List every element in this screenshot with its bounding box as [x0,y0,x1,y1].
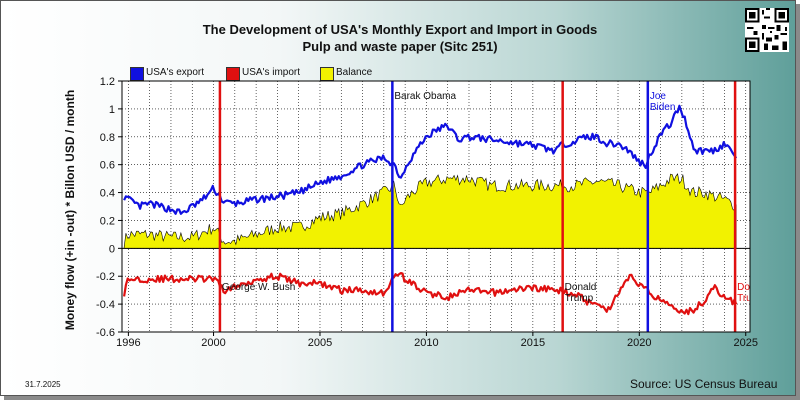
x-tick-label: 2020 [627,337,651,349]
y-tick-label: -0.4 [96,299,115,311]
legend-label-balance: Balance [336,67,373,78]
source-note: Source: US Census Bureau [630,377,778,391]
series-export-line [123,104,738,215]
x-tick-label: 2010 [414,337,438,349]
y-tick-label: -0.2 [96,271,115,283]
date-stamp: 31.7.2025 [25,380,61,389]
x-tick-label: 2025 [734,337,758,349]
series-balance-area [123,173,737,249]
chart-title: The Development of USA's Monthly Export … [202,22,598,37]
event-label-line: Donald [737,282,769,293]
event-label: Donald Trump [737,282,769,304]
x-tick-label: 2005 [308,337,332,349]
event-label: Joe Biden [650,91,676,113]
event-label-line: Trump [565,293,594,304]
y-tick-label: 1 [109,104,115,116]
y-tick-label: -0.6 [96,327,115,339]
y-tick-label: 1.2 [100,76,115,88]
series-import-line [123,272,738,316]
y-tick-label: 0.6 [100,160,115,172]
x-tick-label: 2000 [201,337,225,349]
event-label: George W. Bush [222,282,295,293]
event-label: Donald Trump [565,282,597,304]
qr-code-icon[interactable] [745,8,789,52]
y-tick-label: 0.2 [100,215,115,227]
event-label-line: Barak Obama [394,91,456,102]
x-tick-label: 1996 [116,337,140,349]
plot-border [121,80,751,333]
y-tick-label: 0.8 [100,132,115,144]
event-label: Barak Obama [394,91,456,102]
event-label-line: Joe [650,91,667,102]
event-label-line: Trump [737,293,766,304]
y-tick-label: 0.4 [100,188,115,200]
legend-label-import: USA's import [242,67,301,78]
chart-subtitle: Pulp and waste paper (Sitc 251) [302,39,498,54]
y-tick-label: 0 [109,243,115,255]
event-label-line: Biden [650,102,676,113]
legend-label-export: USA's export [146,67,205,78]
x-tick-label: 2015 [521,337,545,349]
event-label-line: George W. Bush [222,282,295,293]
event-label-line: Donald [565,282,597,293]
